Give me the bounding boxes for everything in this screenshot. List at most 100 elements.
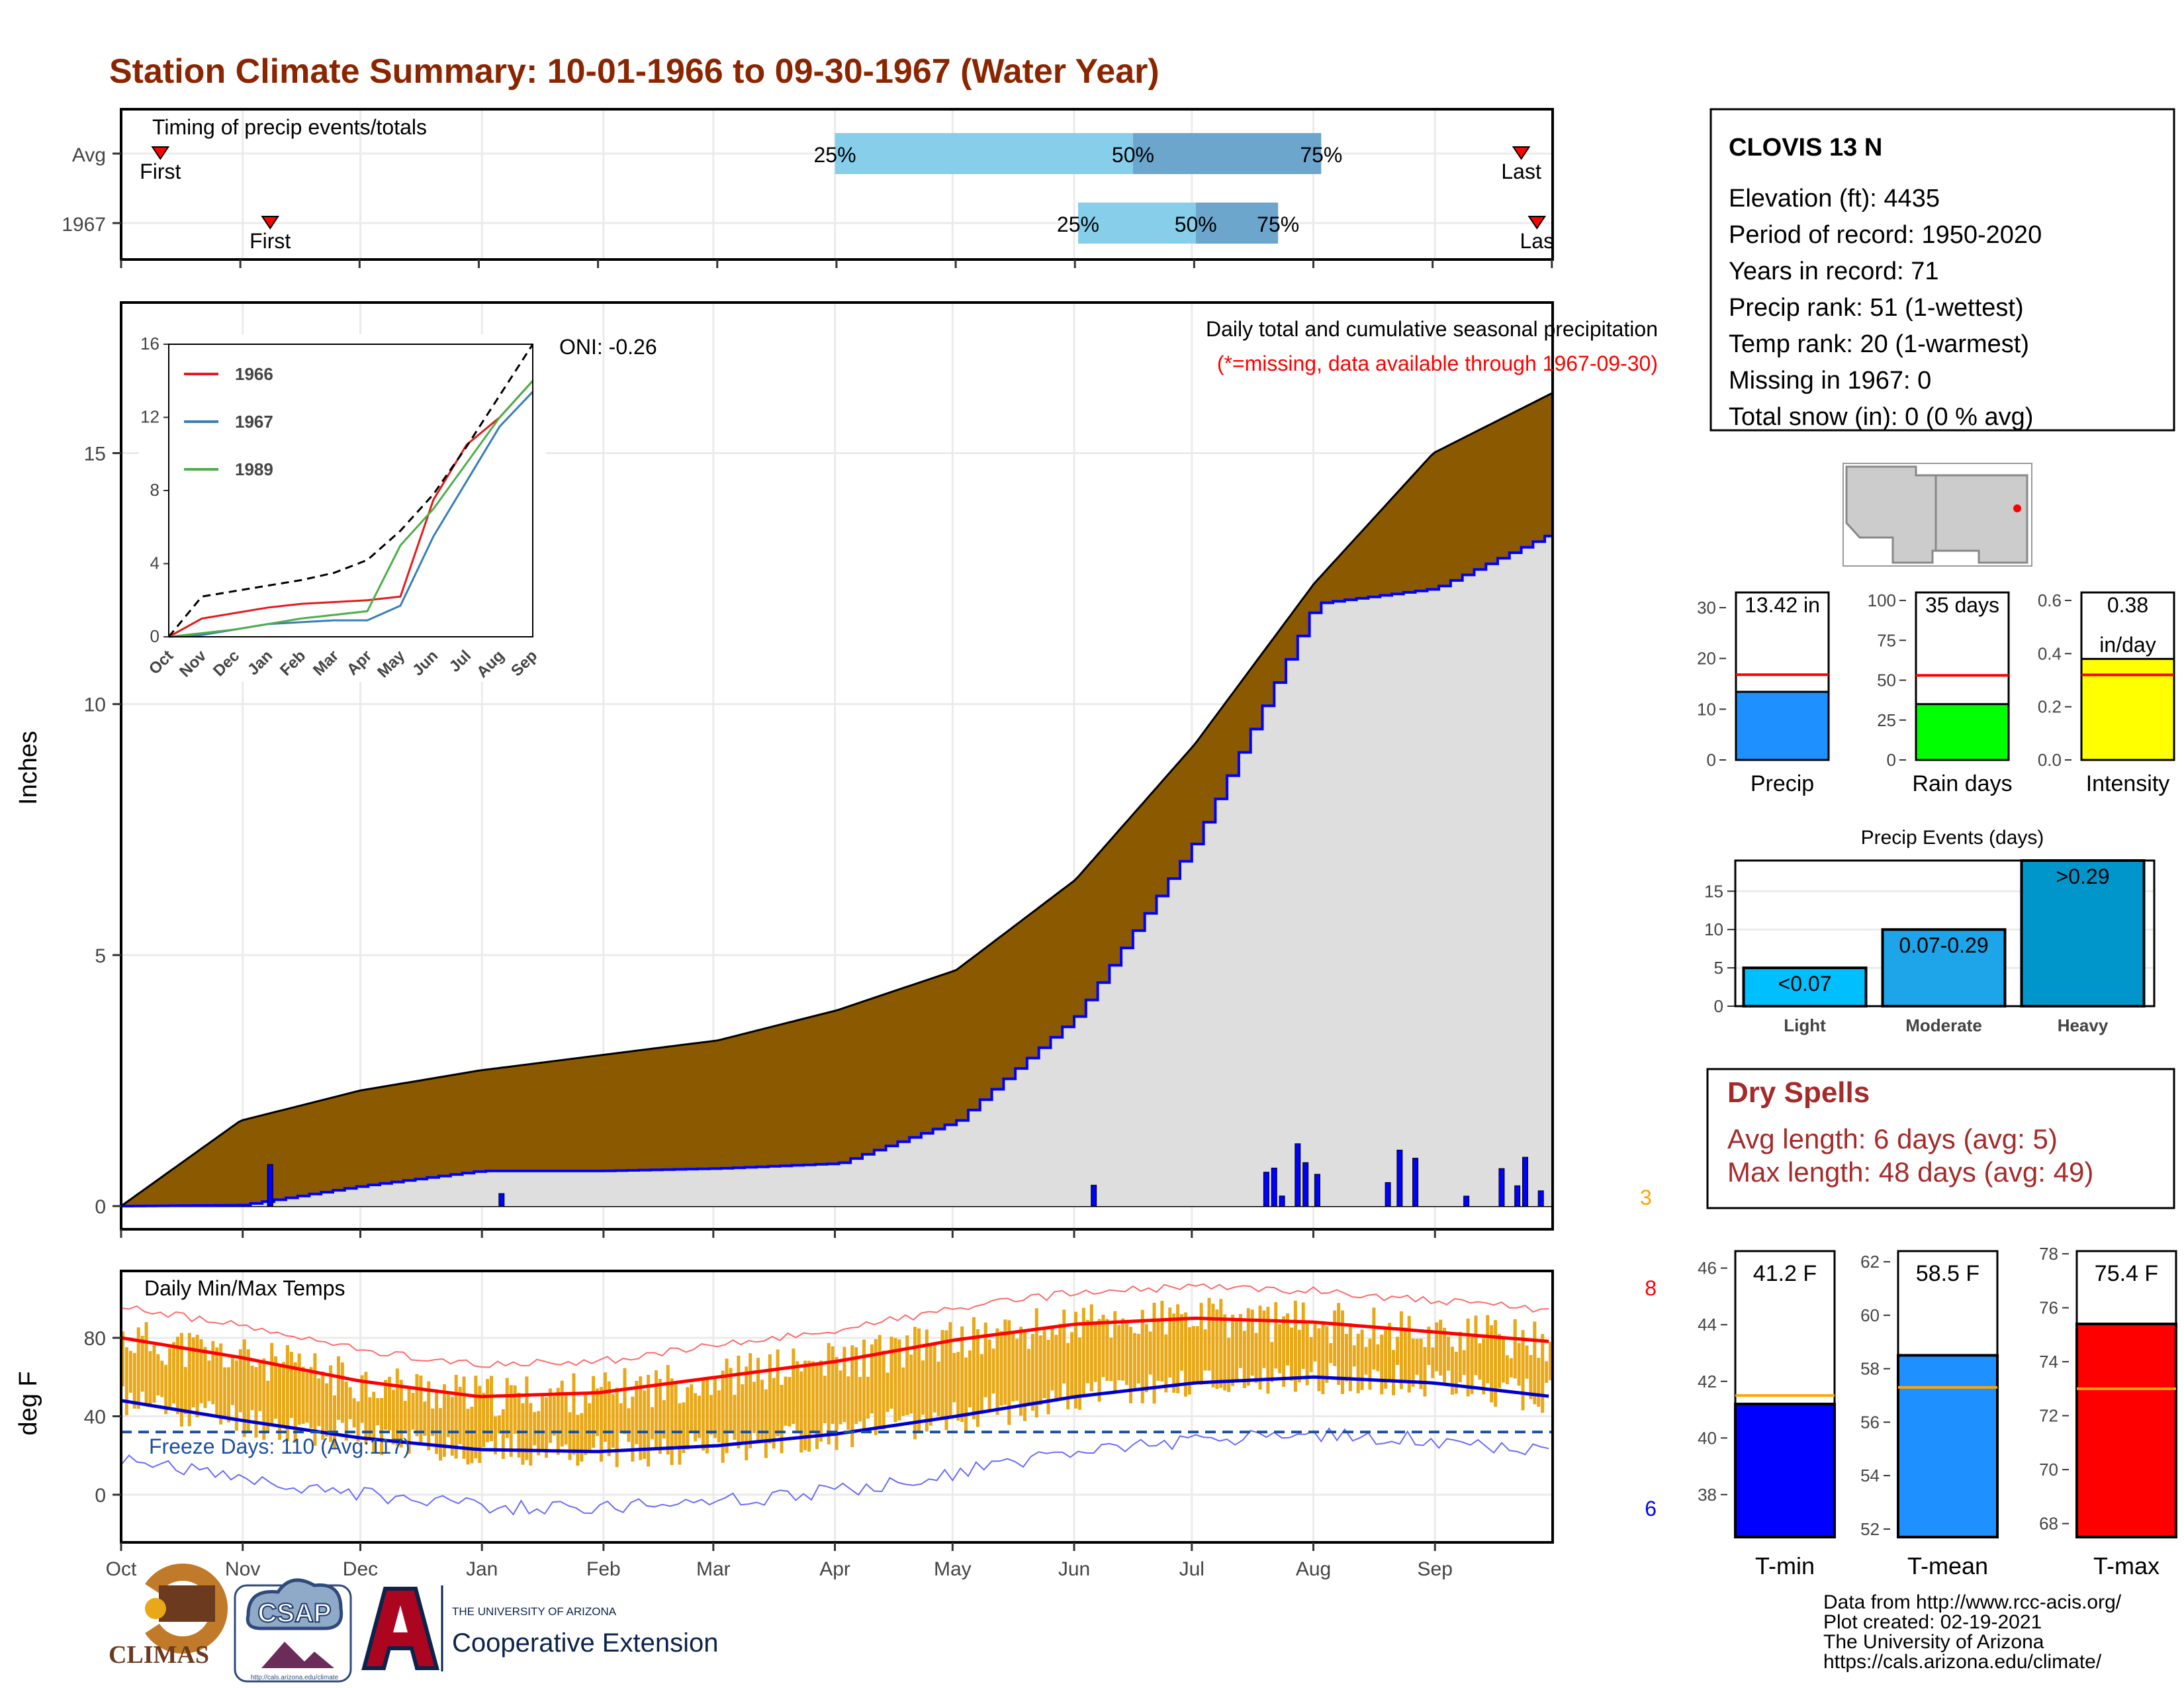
daily-temp-bar — [960, 1326, 964, 1423]
tbar-ytick-label: 46 — [1698, 1258, 1717, 1278]
tbar-ytick-label: 56 — [1860, 1412, 1880, 1432]
daily-temp-bar — [901, 1367, 905, 1417]
precip-events-chart: Precip Events (days) 0 5 10 15 <0.07 Light 0.0… — [1704, 827, 2156, 1035]
daily-temp-bar — [234, 1360, 238, 1431]
daily-temp-bar — [1097, 1319, 1101, 1402]
station-line-years: Years in record: 71 — [1729, 258, 1939, 285]
timing-row-label: Avg — [72, 144, 106, 166]
tbar-value — [1897, 1354, 1999, 1538]
timing-q75-label: 75% — [1300, 143, 1342, 167]
daily-temp-bar — [1505, 1355, 1509, 1385]
daily-temp-bar — [944, 1330, 948, 1430]
daily-temp-bar — [132, 1352, 136, 1409]
daily-temp-bar — [517, 1392, 521, 1458]
daily-temp-bar — [391, 1389, 395, 1445]
events-category-label: Moderate — [1905, 1015, 1982, 1035]
daily-precip-bar — [267, 1164, 273, 1207]
daily-temp-bar — [1278, 1324, 1282, 1374]
daily-temp-bar — [796, 1361, 799, 1431]
daily-temp-bar — [596, 1388, 600, 1436]
mini-ytick-label: 10 — [1697, 699, 1716, 719]
daily-temp-bar — [493, 1416, 497, 1454]
daily-temp-bar — [352, 1398, 356, 1428]
daily-temp-bar — [862, 1339, 866, 1431]
csap-logo: CSAP http://cals.arizona.edu/climate — [234, 1578, 352, 1683]
daily-temp-bar — [1242, 1331, 1246, 1389]
ua-small-text: THE UNIVERSITY OF ARIZONA — [452, 1605, 617, 1618]
daily-precip-bar — [1091, 1184, 1097, 1207]
daily-precip-bar — [1537, 1190, 1544, 1207]
daily-temp-bar — [831, 1346, 835, 1425]
locator-map — [1843, 463, 2032, 567]
daily-temp-bar — [721, 1370, 725, 1463]
daily-temp-bar — [889, 1336, 893, 1409]
daily-temp-bar — [1136, 1334, 1140, 1384]
daily-temp-bar — [246, 1349, 250, 1432]
daily-temp-bar — [682, 1402, 686, 1454]
daily-temp-bar — [1109, 1337, 1113, 1382]
daily-temp-bar — [1180, 1314, 1184, 1371]
month-label: Feb — [586, 1558, 621, 1580]
daily-temp-bar — [1160, 1301, 1164, 1382]
daily-precip-bar — [1514, 1185, 1521, 1207]
tbar-ytick-label: 60 — [1860, 1305, 1880, 1325]
daily-temp-bar — [305, 1372, 309, 1423]
daily-temp-bar — [819, 1360, 823, 1442]
daily-temp-bar — [1498, 1334, 1502, 1388]
daily-temp-bar — [1023, 1329, 1026, 1421]
mini-ytick-label: 0.2 — [2038, 697, 2062, 717]
mini-ytick-label: 25 — [1877, 710, 1896, 730]
daily-temp-bar — [399, 1380, 403, 1448]
mini-ytick-label: 0.4 — [2038, 643, 2062, 663]
daily-temp-bar — [462, 1376, 466, 1459]
daily-temp-bar — [764, 1389, 768, 1458]
daily-temp-bar — [842, 1346, 846, 1423]
month-label: Sep — [1418, 1558, 1453, 1580]
daily-temp-bar — [584, 1395, 588, 1455]
daily-temp-bar — [733, 1395, 737, 1440]
temp-label: Daily Min/Max Temps — [144, 1276, 345, 1300]
daily-temp-bar — [1093, 1323, 1097, 1382]
timing-label: Timing of precip events/totals — [152, 115, 427, 139]
station-name: CLOVIS 13 N — [1729, 134, 1882, 162]
mini-ytick-label: 20 — [1697, 649, 1716, 669]
daily-temp-bar — [921, 1360, 925, 1415]
inset-frame — [168, 344, 533, 637]
daily-temp-bar — [1007, 1320, 1011, 1425]
daily-temp-bar — [607, 1381, 611, 1456]
tbar-ytick-label: 72 — [2039, 1406, 2058, 1426]
daily-temp-bar — [191, 1337, 195, 1408]
daily-temp-bar — [380, 1397, 384, 1455]
daily-precip-bar — [1396, 1149, 1403, 1207]
daily-temp-bar — [415, 1374, 419, 1436]
daily-temp-bar — [623, 1368, 627, 1434]
inset-legend-label: 1966 — [235, 364, 273, 384]
tbar-ytick-label: 58 — [1860, 1359, 1880, 1379]
daily-temp-bar — [1466, 1318, 1470, 1397]
daily-temp-bar — [1494, 1320, 1498, 1407]
daily-temp-bar — [1113, 1311, 1117, 1391]
daily-temp-bar — [839, 1370, 842, 1425]
daily-temp-bar — [1474, 1315, 1478, 1376]
daily-temp-bar — [301, 1366, 305, 1424]
footer-line-university: The University of Arizona — [1823, 1631, 2044, 1653]
daily-temp-bar — [364, 1372, 368, 1444]
daily-temp-bar — [348, 1387, 352, 1419]
daily-temp-bar — [925, 1329, 929, 1432]
daily-temp-bar — [1415, 1338, 1419, 1375]
daily-temp-bar — [635, 1381, 639, 1444]
daily-temp-bar — [1074, 1311, 1078, 1409]
daily-temp-bar — [1297, 1329, 1301, 1383]
daily-temp-bar — [1501, 1336, 1505, 1383]
daily-temp-bar — [1183, 1312, 1187, 1397]
daily-temp-bar — [835, 1356, 839, 1450]
daily-temp-bar — [737, 1355, 741, 1449]
inset-background — [139, 334, 546, 682]
daily-temp-bar — [599, 1387, 603, 1462]
daily-temp-bar — [780, 1385, 784, 1454]
daily-temp-bar — [262, 1358, 266, 1440]
daily-temp-bar — [313, 1353, 317, 1446]
climas-logo: CLIMAS — [109, 1564, 228, 1669]
daily-temp-bar — [419, 1376, 423, 1443]
daily-temp-bar — [285, 1345, 289, 1442]
